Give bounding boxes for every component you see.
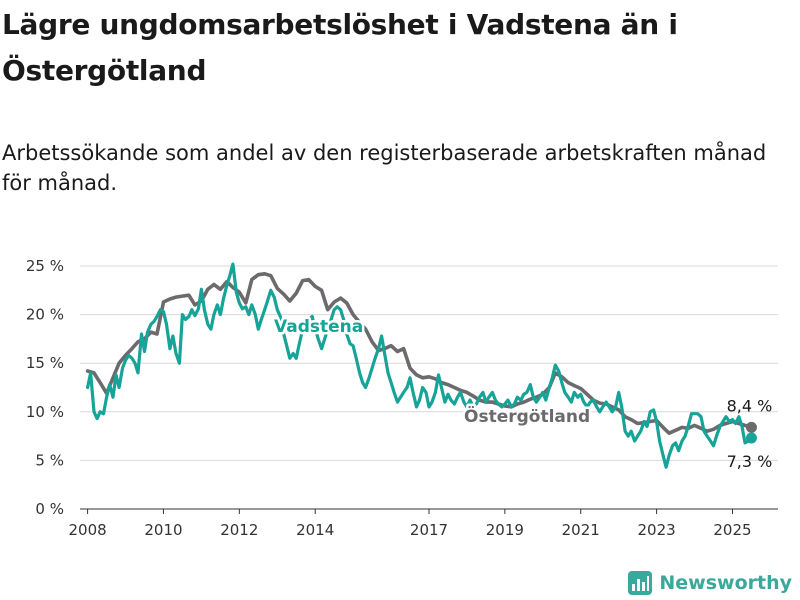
y-tick-label: 20 % <box>26 306 64 324</box>
bar-chart-icon <box>628 571 653 595</box>
series-label-vadstena: Vadstena <box>274 317 363 337</box>
x-tick-label: 2014 <box>296 521 334 539</box>
end-point-ostergotland <box>745 421 757 433</box>
end-label-vadstena: 7,3 % <box>727 452 773 471</box>
x-tick-label: 2008 <box>68 521 106 539</box>
end-label-ostergotland: 8,4 % <box>727 396 773 415</box>
end-point-vadstena <box>745 432 757 444</box>
series-label-ostergotland: Östergötland <box>464 405 590 427</box>
x-tick-label: 2025 <box>713 521 751 539</box>
x-tick-label: 2021 <box>562 521 600 539</box>
x-tick-label: 2023 <box>638 521 676 539</box>
x-tick-label: 2017 <box>410 521 448 539</box>
y-tick-label: 10 % <box>26 403 64 421</box>
y-tick-label: 5 % <box>35 451 64 469</box>
axes: 0 % 5 % 10 % 15 % 20 % 25 % 2008 2010 2012 2014 20… <box>26 257 778 539</box>
y-tick-label: 25 % <box>26 257 64 275</box>
newsworthy-logo: Newsworthy <box>627 570 792 596</box>
x-tick-label: 2010 <box>144 521 182 539</box>
chart-subtitle: Arbetssökande som andel av den registerb… <box>2 141 767 195</box>
y-tick-label: 0 % <box>35 500 64 518</box>
y-tick-label: 15 % <box>26 354 64 372</box>
logo-text: Newsworthy <box>659 572 792 594</box>
x-tick-label: 2019 <box>486 521 524 539</box>
series-line-vadstena <box>86 262 753 469</box>
x-tick-label: 2012 <box>220 521 258 539</box>
series-lines <box>85 262 757 469</box>
gridlines <box>80 265 778 510</box>
series-labels: Vadstena Östergötland 8,4 % 7,3 % <box>272 315 773 472</box>
chart-title: Lägre ungdomsarbetslöshet i Vadstena än … <box>2 8 678 87</box>
